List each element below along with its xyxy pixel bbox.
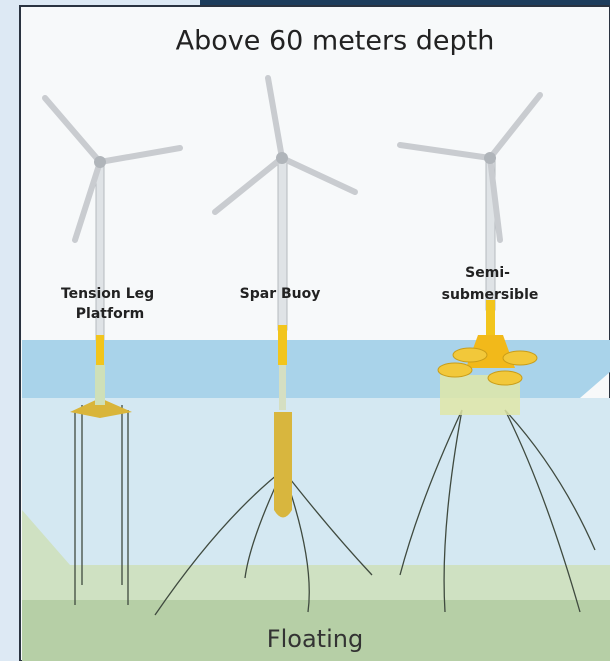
label-line: Platform xyxy=(76,306,144,322)
transition-piece xyxy=(96,335,104,365)
hub xyxy=(94,156,106,168)
label-line: Semi- xyxy=(465,265,510,281)
surface-water xyxy=(22,340,610,398)
tower xyxy=(278,160,287,330)
label-line: Tension Leg xyxy=(61,286,154,302)
column xyxy=(438,363,472,377)
label-line: submersible xyxy=(442,287,539,303)
spar-neck xyxy=(279,365,286,410)
transition-piece xyxy=(486,300,495,335)
column xyxy=(503,351,537,365)
diagram: Above 60 meters depth Tension Leg Platfo… xyxy=(0,0,610,661)
column xyxy=(95,365,105,405)
page: Above 60 meters depth Tension Leg Platfo… xyxy=(0,0,610,661)
hub xyxy=(276,152,288,164)
turbine-label: Spar Buoy xyxy=(240,286,321,302)
spar-hull xyxy=(274,412,292,518)
footer-label: Floating xyxy=(267,625,363,653)
hub xyxy=(484,152,496,164)
transition-piece xyxy=(278,325,287,365)
deep-water xyxy=(22,398,610,580)
title: Above 60 meters depth xyxy=(176,26,495,57)
column xyxy=(453,348,487,362)
label-line: Spar Buoy xyxy=(240,286,321,302)
column xyxy=(488,371,522,385)
